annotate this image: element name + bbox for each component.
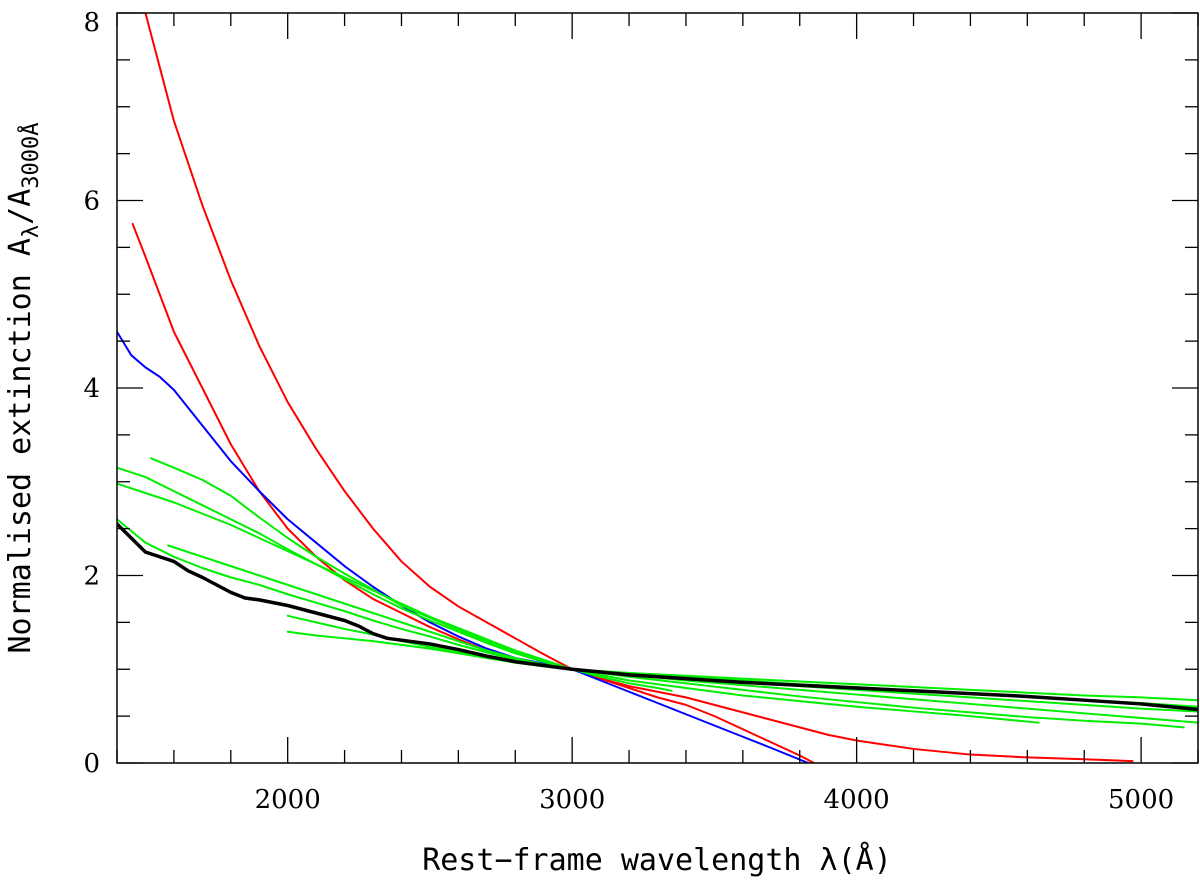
y-tick-label: 6 bbox=[83, 187, 100, 217]
y-axis-title-sub1: λ bbox=[19, 225, 44, 238]
x-tick-label: 3000 bbox=[539, 785, 605, 815]
y-tick-label: 8 bbox=[83, 8, 100, 38]
series-line-4-green bbox=[150, 457, 673, 692]
y-axis-title-sub2: 3000Å bbox=[17, 122, 44, 188]
x-axis-title: Rest−frame wavelength λ(Å) bbox=[422, 842, 892, 878]
series-layer bbox=[117, 13, 1198, 763]
x-tick-label: 4000 bbox=[824, 785, 890, 815]
y-tick-label: 0 bbox=[83, 749, 100, 779]
y-axis-title: Normalised extinction Aλ/A3000Å bbox=[3, 122, 44, 653]
y-tick-label: 2 bbox=[83, 562, 100, 592]
x-tick-label: 5000 bbox=[1108, 785, 1174, 815]
series-line-5-green bbox=[117, 466, 1040, 724]
x-tick-label: 2000 bbox=[255, 785, 321, 815]
y-tick-label: 4 bbox=[83, 374, 100, 404]
plot-frame bbox=[116, 12, 1199, 764]
y-axis-title-prefix: Normalised extinction A bbox=[3, 238, 38, 653]
series-line-8-green bbox=[117, 518, 1198, 713]
series-line-6-green bbox=[117, 482, 1185, 729]
y-axis-title-slash: /A bbox=[3, 189, 38, 225]
series-line-11-black bbox=[117, 522, 1198, 712]
series-line-1-red bbox=[144, 13, 1134, 763]
series-line-3-blue bbox=[117, 330, 810, 763]
tick-labels-layer: 2000 3000 4000 5000 0 2 4 6 8 bbox=[83, 8, 1174, 815]
ticks-layer bbox=[116, 12, 1199, 764]
series-line-2-red bbox=[131, 222, 815, 763]
